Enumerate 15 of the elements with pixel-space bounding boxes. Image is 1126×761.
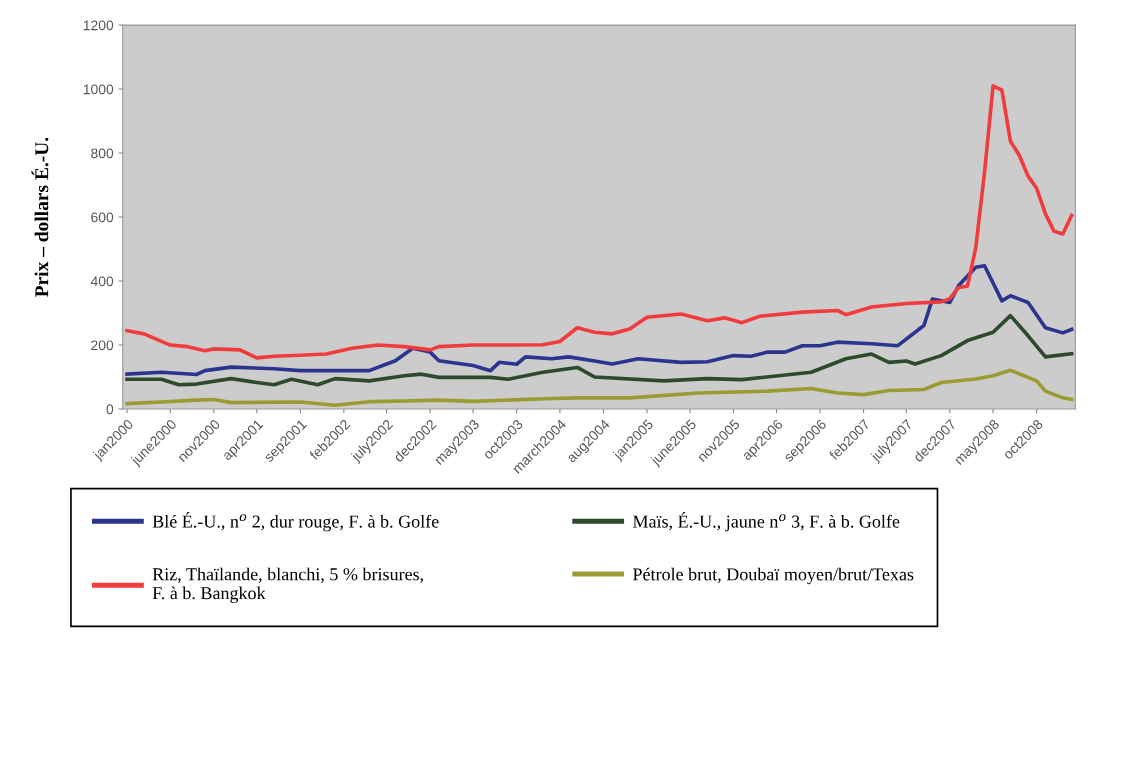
y-tick-label: 600 — [91, 212, 114, 223]
legend-label: Maïs, É.-U., jaune n$^{o}$ 3, F. à b. Golfe — [632, 512, 900, 532]
y-axis-title: Prix – dollars É.-U. — [31, 137, 49, 297]
y-tick-label: 1200 — [83, 20, 114, 31]
y-tick-label: 0 — [106, 404, 114, 415]
y-tick-label: 400 — [90, 276, 114, 287]
y-tick-label: 1000 — [83, 84, 114, 95]
line-series — [125, 313, 1074, 387]
legend-label: Riz, Thaïlande, blanchi, 5 % brisures, F. à b. Bangkok — [152, 567, 423, 603]
y-tick-label: 200 — [91, 340, 114, 351]
line-series — [125, 84, 1074, 360]
y-tick-label: 800 — [91, 148, 114, 159]
line-series — [125, 263, 1074, 377]
legend-label: Blé É.-U., n$^{o}$ 2, dur rouge, F. à b. Golfe — [152, 512, 439, 532]
legend-label: Pétrole brut, Doubaï moyen/brut/Texas — [632, 567, 914, 585]
